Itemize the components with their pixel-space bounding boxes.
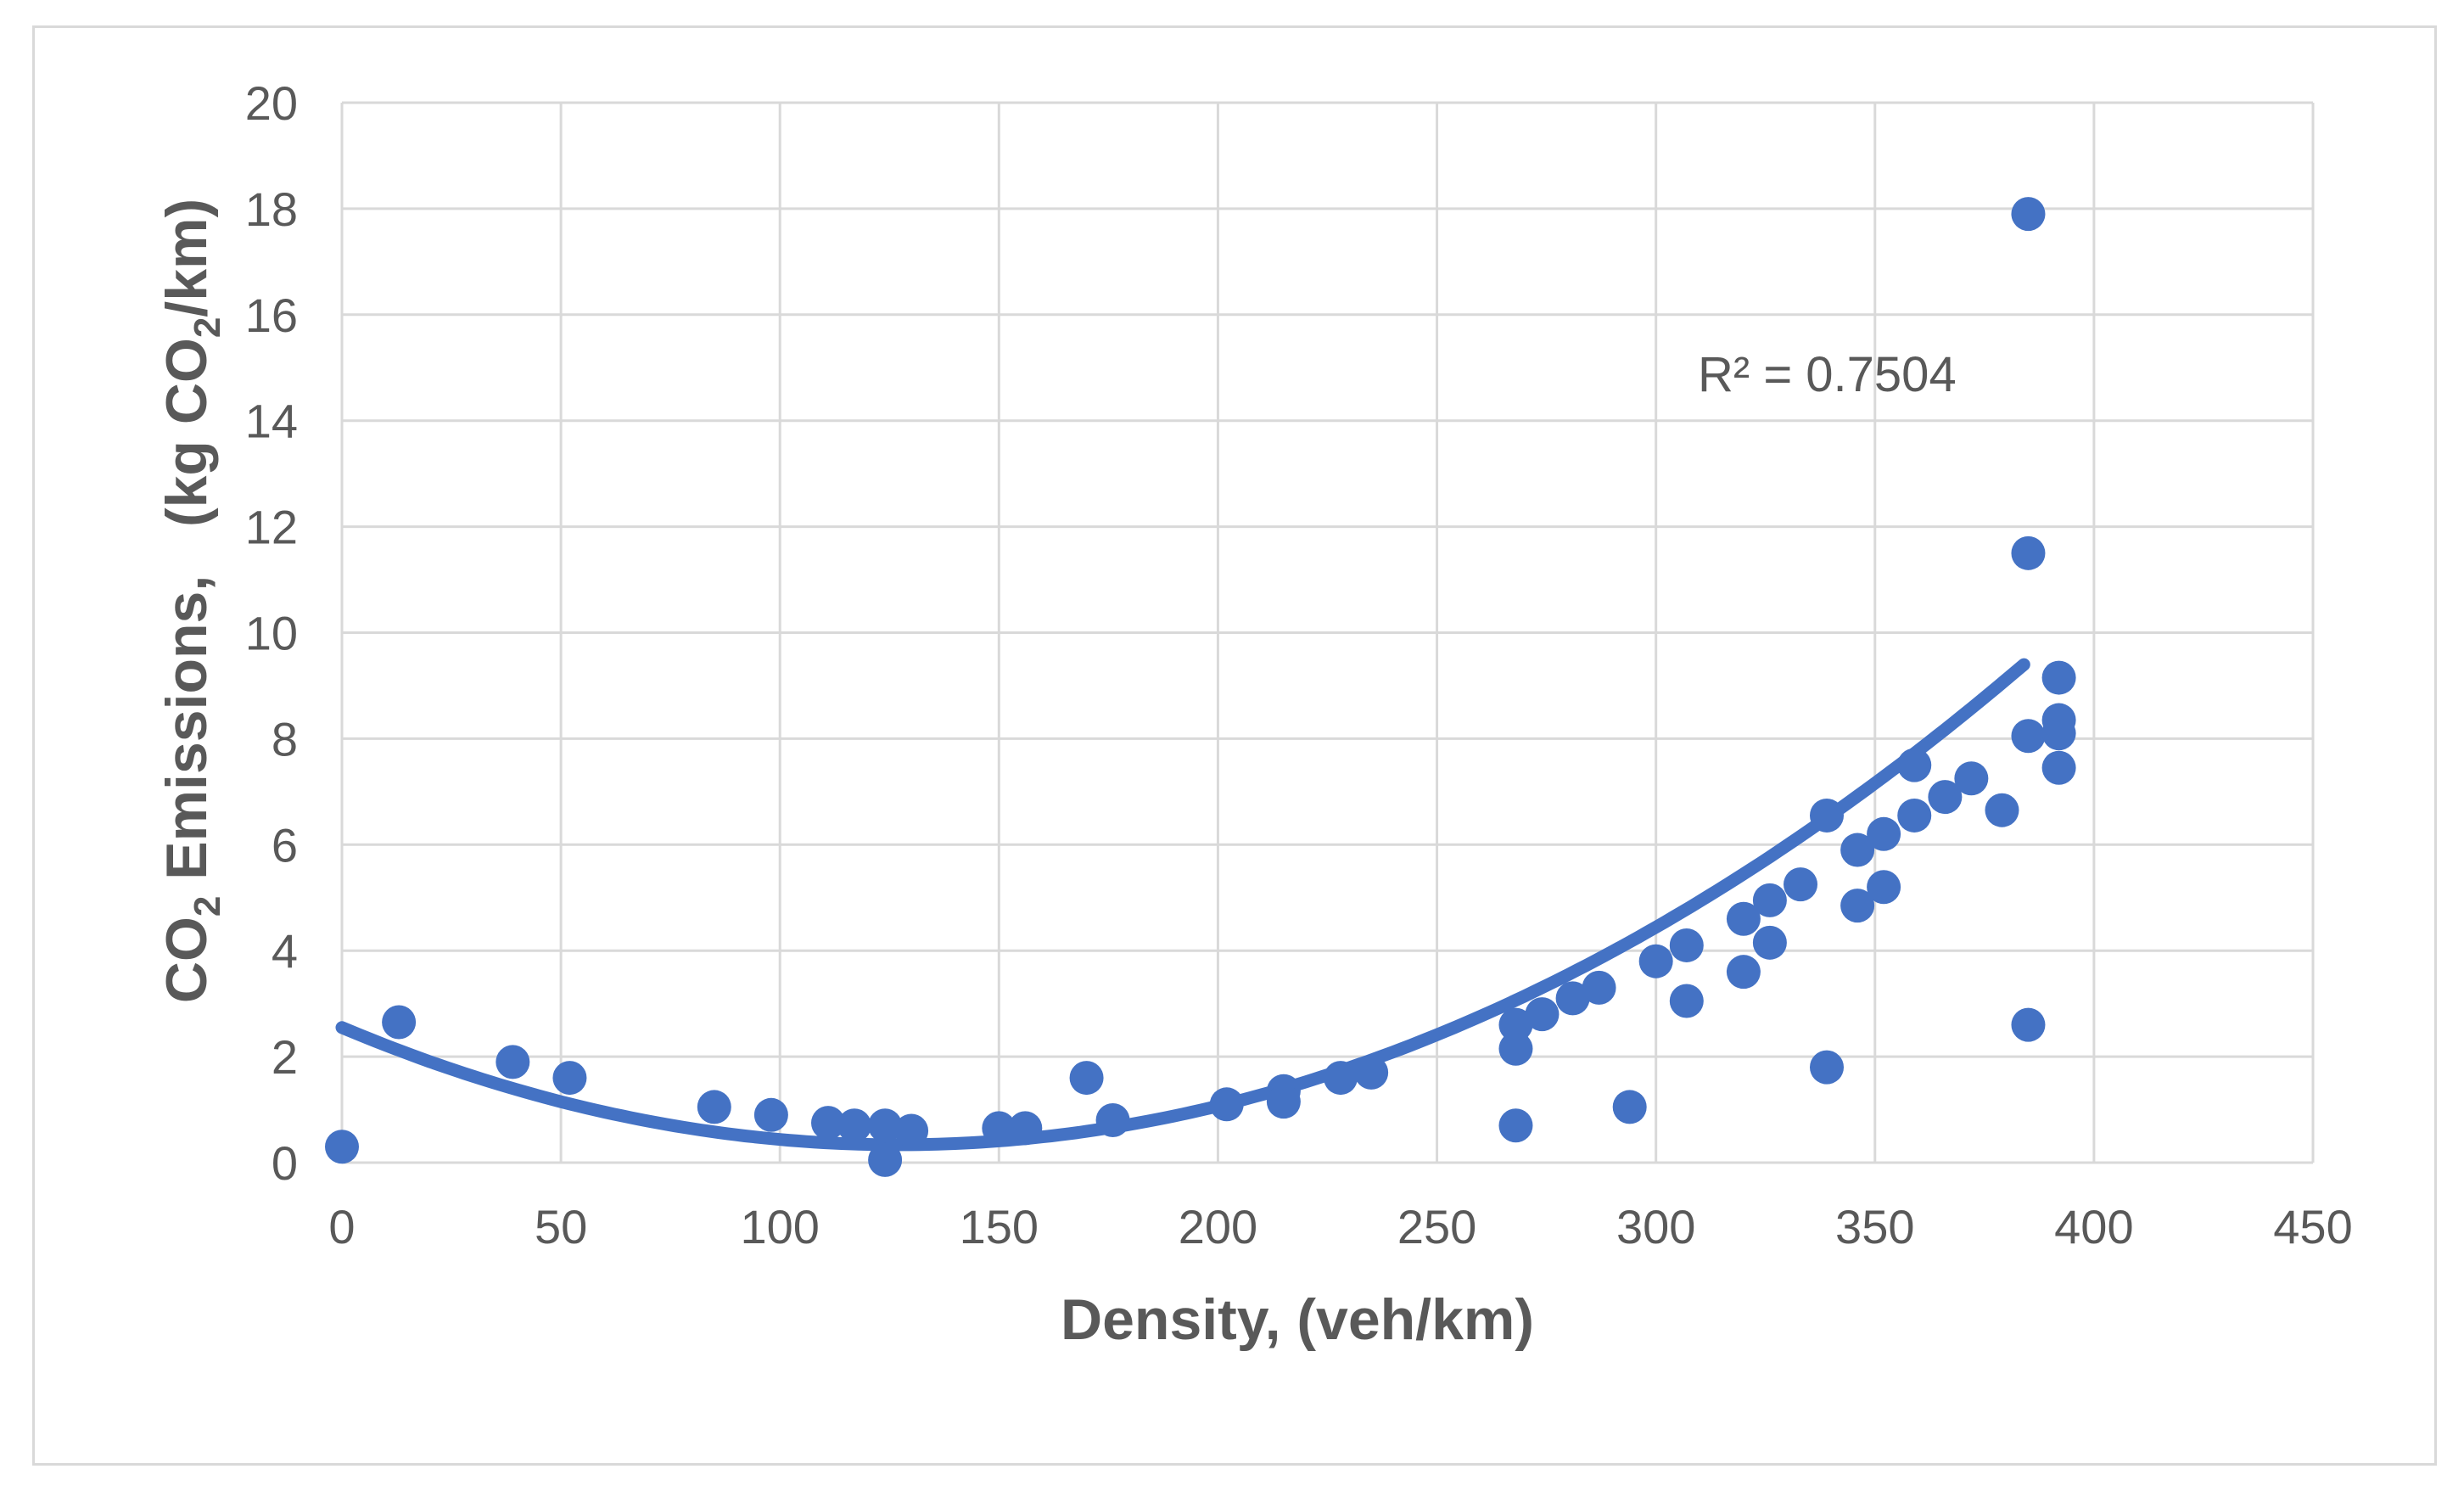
data-point [552,1061,587,1096]
y-tick-label: 18 [245,182,298,236]
data-point [1498,1031,1533,1066]
x-tick-label: 250 [1397,1200,1476,1253]
data-point [1582,970,1616,1005]
y-tick-label: 14 [245,395,298,448]
r-squared-annotation: R² = 0.7504 [1698,347,1957,402]
data-point [382,1005,417,1040]
data-point [1840,833,1875,867]
x-axis-title: Density, (veh/km) [1061,1287,1534,1352]
y-tick-label: 2 [272,1030,298,1084]
y-title-suffix: /km) [154,199,219,317]
data-point [2011,1007,2046,1042]
data-point [2011,535,2046,570]
x-tick-label: 300 [1616,1200,1695,1253]
x-tick-label: 150 [960,1200,1039,1253]
data-point [1498,1007,1533,1042]
y-title-prefix: CO [154,917,219,1003]
data-point [1555,981,1590,1016]
data-point [894,1113,929,1148]
data-point [496,1045,530,1079]
data-point [1354,1055,1389,1090]
data-point [1669,928,1704,962]
data-point [1954,761,1989,796]
x-tick-label: 0 [328,1200,355,1253]
data-point [1498,1108,1533,1143]
data-point [2011,719,2046,754]
data-point [868,1142,903,1177]
data-point [2011,197,2046,232]
y-tick-label: 20 [245,76,298,130]
data-point [1784,867,1818,902]
x-tick-label: 450 [2273,1200,2352,1253]
trendline [335,658,2030,1152]
data-point [1612,1090,1647,1124]
data-point [1897,748,1932,782]
data-point [1867,816,1901,851]
x-tick-label: 100 [741,1200,820,1253]
y-title-sub2: 2 [187,317,228,338]
data-point [1752,925,1787,960]
data-point [1069,1061,1104,1096]
y-tick-label: 0 [272,1136,298,1190]
x-axis-ticks: 0 50 100 150 200 250 300 350 400 450 [328,1200,2352,1253]
data-points [325,197,2076,1177]
y-title-sub1: 2 [187,896,228,917]
data-point [868,1108,903,1143]
data-point [1985,793,2019,827]
data-point [1726,955,1761,990]
data-point [1008,1111,1043,1146]
data-point [2041,660,2076,695]
y-tick-label: 4 [272,924,298,978]
data-point [1897,798,1932,833]
data-point [1928,780,1963,815]
x-tick-label: 50 [535,1200,587,1253]
data-point [2041,750,2076,785]
y-axis-ticks: 0 2 4 6 8 10 12 14 16 18 20 [245,76,298,1190]
data-point [982,1111,1016,1146]
data-point [1867,870,1901,905]
data-point [1095,1103,1130,1138]
data-point [1726,901,1761,936]
x-tick-label: 400 [2054,1200,2133,1253]
data-point [2041,716,2076,751]
data-point [1638,944,1673,978]
y-tick-label: 8 [272,712,298,765]
y-title-middle: Emissions, (kg CO [154,338,219,896]
y-tick-label: 12 [245,501,298,554]
y-tick-label: 16 [245,289,298,342]
data-point [1266,1085,1301,1119]
gridlines [340,101,2315,1164]
data-point [1209,1087,1244,1122]
data-point [1809,798,1844,833]
data-point [753,1097,788,1132]
x-tick-label: 200 [1179,1200,1257,1253]
data-point [1323,1061,1358,1096]
y-tick-label: 6 [272,818,298,872]
scatter-chart: 0 2 4 6 8 10 12 14 16 18 20 0 50 100 150 200 250 300 350 4… [154,76,2353,1352]
data-point [1752,883,1787,917]
data-point [325,1130,359,1164]
data-point [1840,889,1875,923]
data-point [697,1090,731,1124]
x-tick-label: 350 [1835,1200,1914,1253]
data-point [1809,1050,1844,1085]
y-axis-title: CO2 Emissions, (kg CO2/km) [154,199,228,1003]
data-point [811,1106,846,1141]
data-point [1669,984,1704,1018]
y-tick-label: 10 [245,607,298,660]
chart-frame: 0 2 4 6 8 10 12 14 16 18 20 0 50 100 150 200 250 300 350 4… [32,25,2437,1466]
data-point [837,1108,871,1143]
data-point [1525,997,1560,1032]
